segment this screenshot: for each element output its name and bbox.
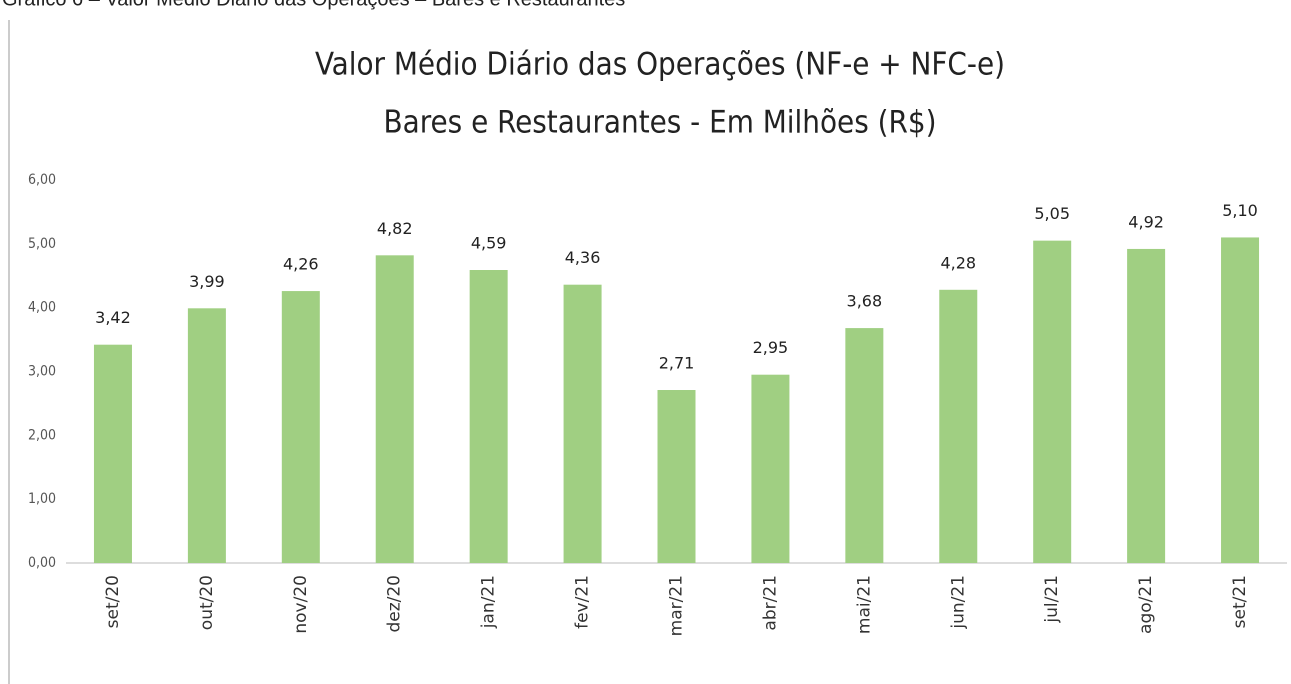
chart-title: Valor Médio Diário das Operações (NF-e +… — [315, 47, 1005, 83]
bar — [187, 308, 226, 563]
value-label: 4,92 — [1128, 212, 1164, 231]
x-tick-label: jun/21 — [948, 575, 968, 630]
x-tick-label: out/20 — [197, 575, 217, 630]
bar — [1127, 248, 1166, 563]
y-tick-label: 5,00 — [28, 236, 56, 252]
value-label: 2,71 — [659, 354, 695, 373]
y-tick-label: 3,00 — [28, 364, 56, 380]
x-tick-label: jan/21 — [479, 575, 499, 629]
value-label: 3,68 — [847, 292, 883, 311]
x-tick-label: abr/21 — [760, 575, 780, 631]
bar — [1033, 240, 1072, 563]
value-label: 3,99 — [189, 272, 225, 291]
y-tick-label: 2,00 — [28, 427, 56, 443]
y-tick-label: 1,00 — [28, 491, 56, 507]
value-label: 4,28 — [940, 253, 976, 272]
bar — [1221, 237, 1260, 563]
x-tick-label: fev/21 — [573, 575, 593, 629]
bar — [751, 374, 790, 563]
value-label: 4,59 — [471, 234, 507, 253]
value-label: 4,26 — [283, 255, 319, 274]
bar — [845, 328, 884, 563]
x-tick-label: mai/21 — [854, 575, 874, 634]
y-tick-label: 4,00 — [28, 300, 56, 316]
x-tick-label: mar/21 — [667, 575, 687, 636]
value-label: 4,36 — [565, 248, 601, 267]
bar — [93, 344, 132, 563]
bar — [939, 289, 978, 563]
y-tick-label: 6,00 — [28, 172, 56, 188]
bar — [375, 255, 414, 563]
x-tick-label: nov/20 — [291, 575, 311, 634]
caption: Gráfico 6 – Valor Médio Diário das Opera… — [2, 0, 625, 10]
x-tick-label: ago/21 — [1136, 575, 1156, 634]
bar — [281, 291, 320, 563]
value-label: 5,10 — [1222, 201, 1258, 220]
value-label: 4,82 — [377, 219, 413, 238]
chart-subtitle: Bares e Restaurantes - Em Milhões (R$) — [384, 105, 937, 141]
bar — [657, 390, 696, 563]
value-label: 5,05 — [1034, 204, 1070, 223]
value-label: 2,95 — [753, 338, 789, 357]
y-tick-label: 0,00 — [28, 555, 56, 571]
x-tick-label: dez/20 — [385, 575, 405, 633]
x-tick-label: set/21 — [1230, 575, 1250, 628]
bar — [563, 284, 602, 563]
value-label: 3,42 — [95, 308, 131, 327]
x-tick-label: jul/21 — [1042, 575, 1062, 624]
bar — [469, 270, 508, 563]
x-tick-label: set/20 — [103, 575, 123, 628]
